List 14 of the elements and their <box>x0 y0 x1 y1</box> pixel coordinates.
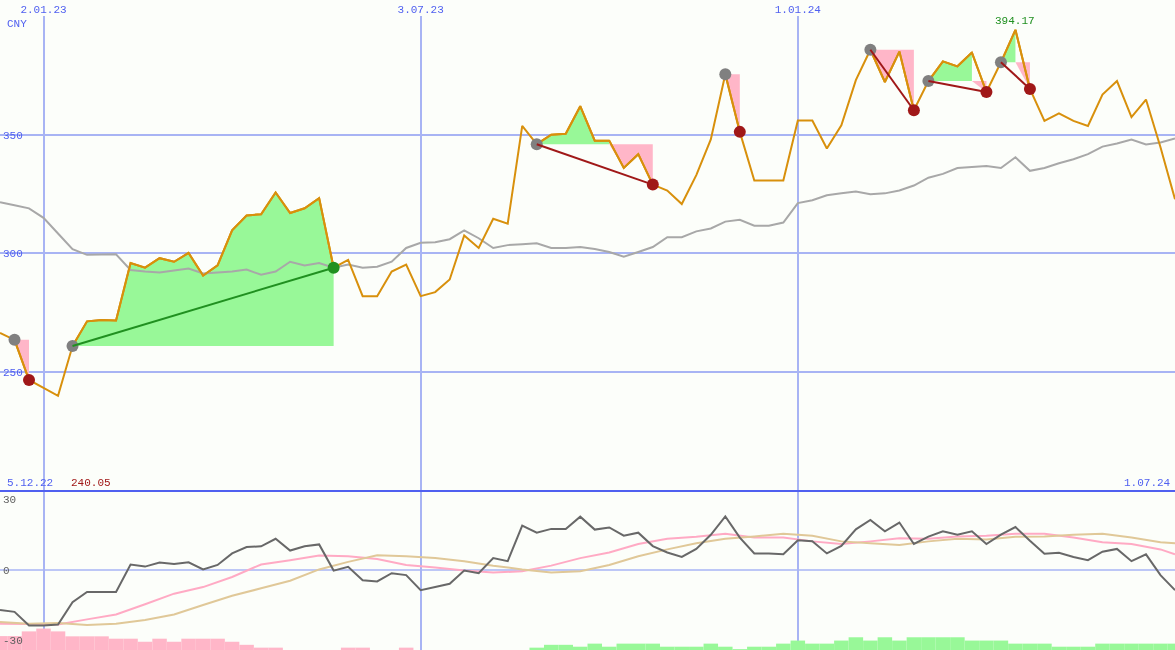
y-tick-label: 0 <box>3 564 10 577</box>
y-axis-title: CNY <box>7 18 28 30</box>
y-tick-label: 300 <box>3 248 23 261</box>
annotation: 240.05 <box>71 477 111 489</box>
x-tick-label: 3.07.23 <box>397 3 444 16</box>
annotation: 1.07.24 <box>1124 477 1171 489</box>
y-tick-label: 30 <box>3 494 17 507</box>
y-tick-label: 350 <box>3 129 23 142</box>
annotation: 394.17 <box>995 15 1035 27</box>
y-tick-label: -30 <box>3 635 23 648</box>
y-tick-label: 250 <box>3 367 23 379</box>
x-tick-label: 2.01.23 <box>20 3 67 16</box>
x-tick-label: 1.01.24 <box>774 3 822 16</box>
annotation: 5.12.22 <box>7 477 54 489</box>
